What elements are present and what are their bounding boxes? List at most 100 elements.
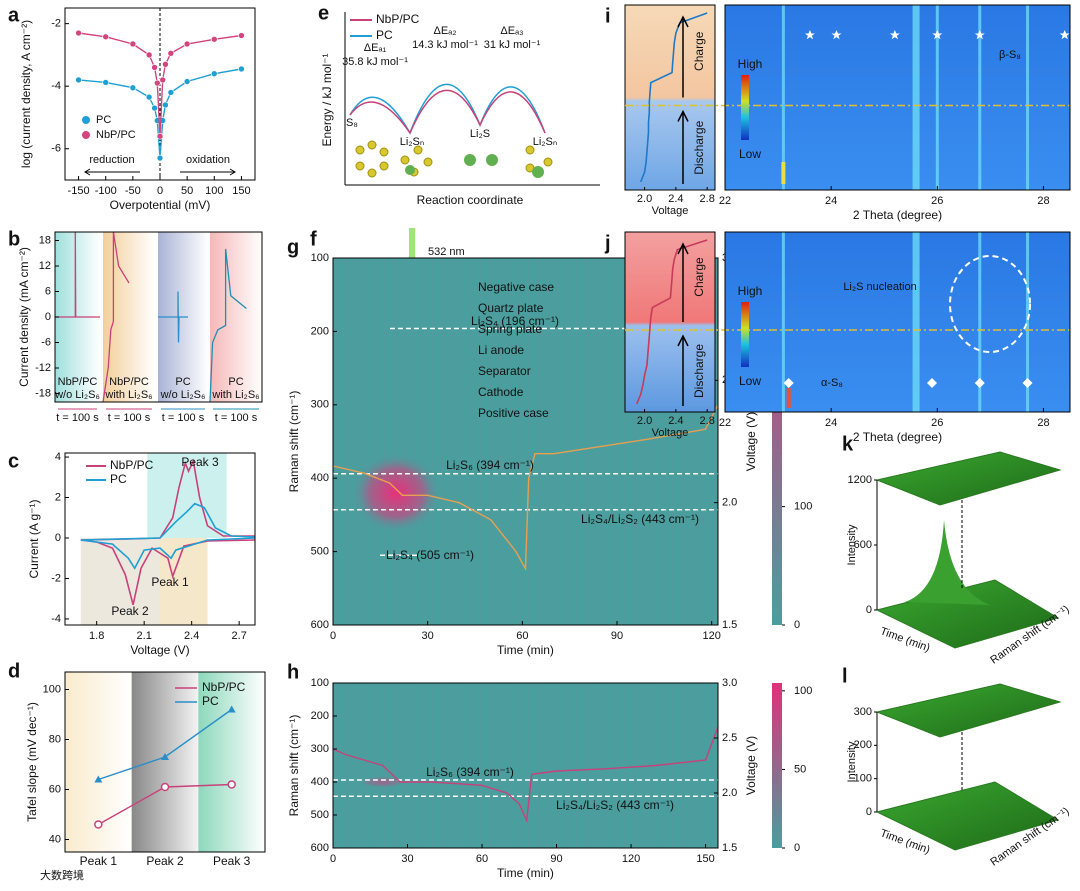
discharge-arrow: [677, 334, 689, 406]
x-tick-label: 150: [232, 185, 250, 197]
data-point: [145, 93, 153, 101]
part-label: Li anode: [478, 343, 524, 357]
z-tick-label: 0: [866, 806, 872, 818]
panel-label: j: [604, 232, 611, 254]
data-point: [183, 78, 191, 85]
data-point: [156, 132, 164, 140]
bottom-surface: [875, 781, 1060, 851]
data-point: [145, 51, 153, 59]
legend-marker: [82, 131, 90, 139]
intensity-label: Low: [739, 374, 761, 388]
y-tick-label: 40: [49, 833, 61, 845]
y2-tick-label: 2.0: [722, 787, 737, 799]
colorbar: [772, 258, 782, 625]
y-axis-label: Energy / kJ mol⁻¹: [320, 53, 334, 146]
charge-arrow: [677, 15, 689, 98]
intensity-label: Low: [739, 147, 761, 161]
colorbar-tick-label: 0: [794, 619, 800, 631]
phase-marker: [1059, 30, 1070, 40]
barrier-label: ΔEₐ₃: [500, 25, 523, 37]
data-point: [210, 35, 218, 43]
time-label: t = 100 s: [56, 412, 99, 424]
data-point: [227, 705, 236, 713]
y-axis-label: Current density (mA cm⁻²): [17, 247, 31, 387]
x-tick-label: 0: [330, 630, 336, 642]
data-line: [332, 404, 719, 572]
category-label: w/o Li₂S₆: [54, 389, 100, 401]
category-label: w/o Li₂S₆: [160, 389, 206, 401]
phase-marker: [1022, 378, 1033, 388]
x-tick-label: 2.4: [184, 630, 199, 642]
legend-label: NbP/PC: [376, 12, 420, 26]
top-plane: [875, 451, 1062, 506]
intensity-bar: [741, 75, 749, 140]
time-label: t = 100 s: [162, 412, 205, 424]
y-tick-label: -12: [35, 362, 51, 374]
y-tick-label: 200: [311, 325, 329, 337]
state-label: Li₂Sₙ: [533, 136, 558, 148]
arrow-label: Discharge: [692, 120, 706, 174]
legend-label: PC: [110, 472, 127, 486]
barrier-value: 14.3 kJ mol⁻¹: [412, 39, 478, 51]
x2-tick-label: 2.8: [700, 415, 715, 427]
voltage-panel: [624, 4, 716, 191]
y-tick-label: 18: [39, 234, 51, 246]
x-tick-label: 28: [1037, 417, 1049, 429]
panel-label: i: [605, 5, 611, 27]
phase-marker: [831, 30, 842, 40]
data-point: [238, 65, 245, 73]
x-axis-label: Time (min): [497, 643, 554, 657]
y-axis-label: Tafel slope (mV dec⁻¹): [25, 702, 39, 822]
z-tick-label: 0: [866, 604, 872, 616]
y-tick-label: 200: [311, 710, 329, 722]
legend-label: PC: [96, 114, 111, 126]
annotation: Peak 2: [111, 604, 149, 618]
y-tick-label: 100: [43, 683, 61, 695]
intensity-label: High: [738, 57, 763, 71]
segment-background: [210, 232, 262, 402]
x2-tick-label: 2.4: [668, 415, 683, 427]
annotation: Li₂S₄ (196 cm⁻¹): [471, 314, 559, 328]
arrow-label: Discharge: [692, 344, 706, 398]
x2-tick-label: 2.0: [637, 415, 652, 427]
data-line: [332, 726, 719, 824]
data-point: [94, 775, 103, 783]
annotation: Li₂S₄ (505 cm⁻¹): [386, 548, 474, 562]
x-tick-label: 90: [550, 853, 562, 865]
data-point: [162, 101, 169, 109]
barrier-label: ΔEₐ₂: [433, 25, 456, 37]
category-band: [131, 672, 199, 852]
y2-tick-label: 1.5: [722, 619, 737, 631]
segment-background: [103, 232, 155, 402]
panel-label: f: [310, 228, 317, 250]
phase-marker: [804, 30, 815, 40]
data-point: [153, 79, 161, 87]
y-tick-label: -2: [51, 18, 61, 30]
x-tick-label: 0: [157, 185, 163, 197]
panel-label: d: [8, 660, 20, 682]
x-tick-label: 60: [476, 853, 488, 865]
data-point: [159, 76, 167, 84]
plot-frame: [332, 257, 719, 626]
plot-frame: [724, 231, 1071, 413]
plot-frame: [64, 671, 266, 853]
panel-label: b: [8, 228, 20, 250]
state-label: Li₂S: [470, 128, 490, 140]
category-label: Peak 1: [80, 854, 118, 868]
x-tick-label: 60: [516, 630, 528, 642]
annotation: reduction: [89, 154, 134, 166]
y-tick-label: 6: [45, 285, 51, 297]
legend-marker: [82, 116, 90, 124]
x2-axis-label: Voltage: [652, 205, 689, 217]
x-tick-label: 120: [622, 853, 640, 865]
z-tick-label: 100: [854, 773, 872, 785]
charge-arrow: [677, 242, 689, 322]
annotation: oxidation: [186, 154, 230, 166]
phase-marker: [974, 30, 985, 40]
y2-tick-label: 1.5: [722, 842, 737, 854]
category-label: NbP/PC: [58, 376, 98, 388]
x-tick-label: 120: [703, 630, 721, 642]
phase-marker: [889, 30, 900, 40]
y-axis-label: log (current density, A cm⁻²): [19, 20, 33, 168]
